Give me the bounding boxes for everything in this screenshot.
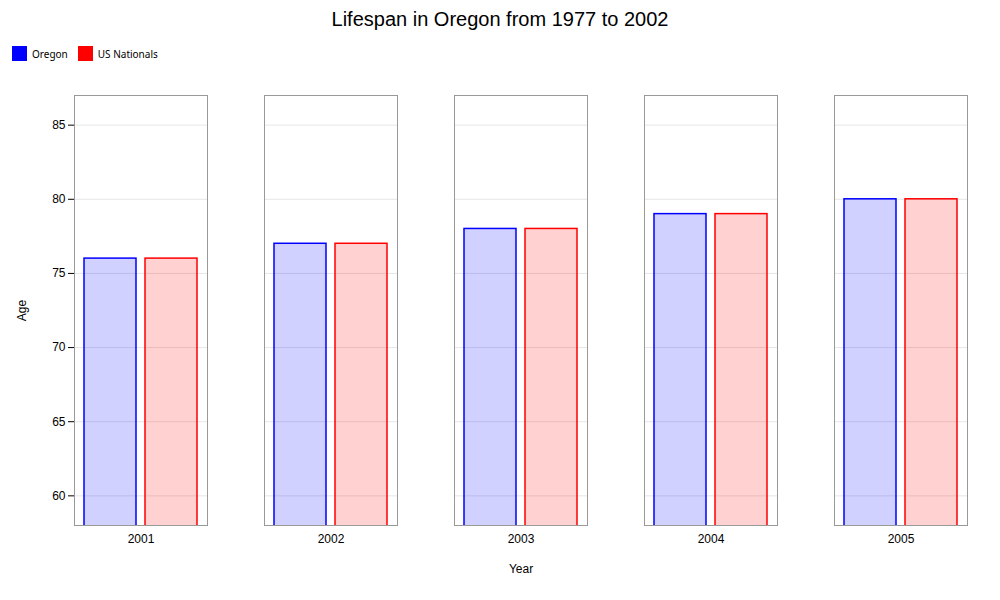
svg-text:80: 80: [52, 192, 66, 206]
svg-text:2004: 2004: [698, 532, 725, 546]
svg-text:75: 75: [52, 266, 66, 280]
html-text:Oregon: Oregon: [32, 46, 68, 61]
svg-text:60: 60: [52, 489, 66, 503]
svg-text:2005: 2005: [888, 532, 915, 546]
svg-text:2001: 2001: [128, 532, 155, 546]
svg-text:85: 85: [52, 118, 66, 132]
html-text:Lifespan in Oregon from 1977 t: Lifespan in Oregon from 1977 to 2002: [331, 8, 669, 30]
svg-text:70: 70: [52, 340, 66, 354]
svg-text:2002: 2002: [318, 532, 345, 546]
svg-text:Year: Year: [509, 562, 533, 576]
svg-text:2003: 2003: [508, 532, 535, 546]
svg-text:65: 65: [52, 415, 66, 429]
svg-text:Age: Age: [15, 300, 29, 322]
html-text:US Nationals: US Nationals: [97, 46, 158, 61]
